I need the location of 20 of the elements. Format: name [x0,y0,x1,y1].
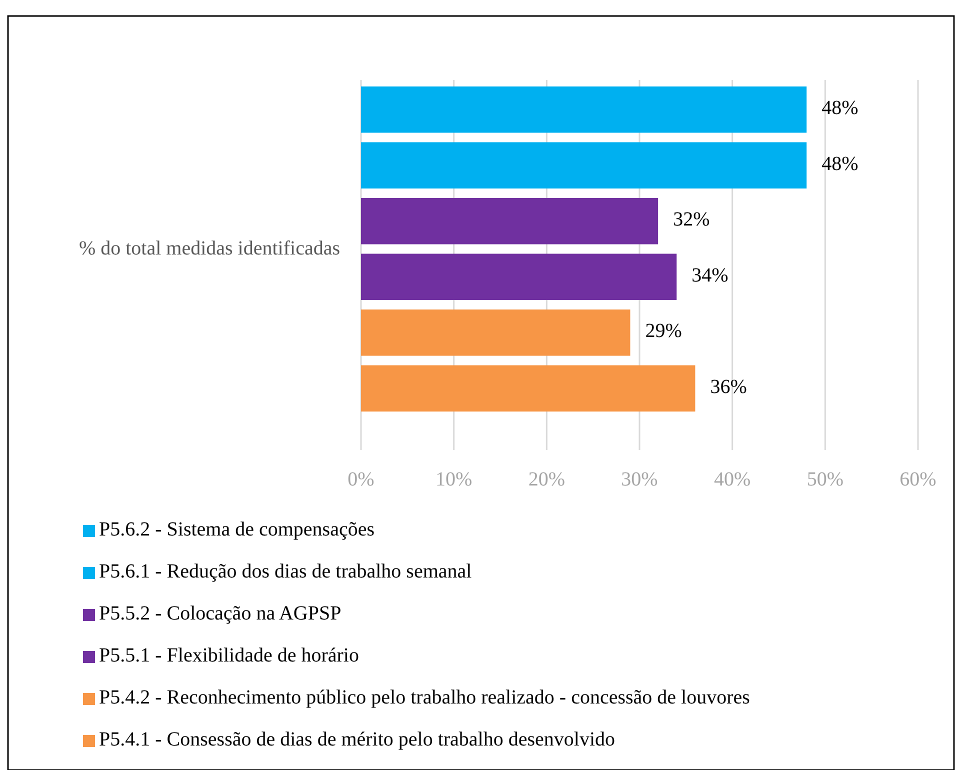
data-label: 48% [822,152,858,175]
x-tick-label: 40% [714,468,751,491]
legend-label: P5.6.2 - Sistema de compensações [99,518,375,541]
data-label: 48% [822,97,858,120]
data-label: 34% [692,264,728,286]
y-axis-title: % do total medidas identificadas [78,238,340,260]
legend-label: P5.5.2 - Colocação na AGPSP [99,602,342,625]
data-label: 36% [710,376,747,398]
x-tick-label: 50% [806,468,844,491]
legend-label: P5.6.1 - Redução dos dias de trabalho semanal [99,560,472,583]
x-tick-label: 60% [900,468,936,491]
x-tick-label: 10% [435,468,472,491]
data-label: 32% [673,208,710,231]
x-tick-label: 0% [348,468,374,491]
legend-label: P5.4.1 - Consessão de dias de mérito pelo trabalho desenvolvido [99,728,616,751]
data-label: 29% [645,320,682,342]
legend-label: P5.5.1 - Flexibilidade de horário [99,644,359,667]
legend-label: P5.4.2 - Reconhecimento público pelo trabalho realizado - concessão de louvores [99,686,750,709]
x-tick-label: 20% [528,468,566,491]
x-tick-label: 30% [621,468,658,491]
